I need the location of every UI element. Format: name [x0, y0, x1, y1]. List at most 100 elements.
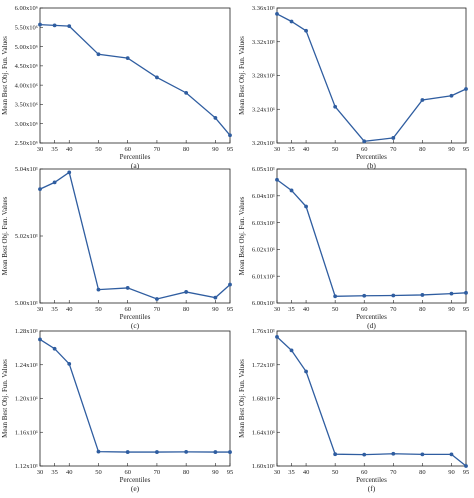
x-tick-label: 90 — [212, 306, 219, 313]
data-point — [420, 98, 425, 102]
chart-panel: 2.50x10⁶ 3.00x10⁶ 3.50x10⁶ 4.00x10⁶ 4.50x10⁶… — [1, 5, 233, 170]
y-tick-label: 2.50x10⁶ — [15, 140, 38, 147]
x-tick-label: 60 — [361, 469, 368, 476]
x-tick-label: 60 — [361, 306, 368, 313]
x-tick-label: 35 — [288, 469, 295, 476]
data-point — [52, 346, 57, 351]
data-point — [391, 136, 396, 140]
y-tick-label: 3.32x10¹ — [252, 39, 275, 46]
data-point — [213, 450, 218, 454]
x-tick-label: 80 — [419, 306, 426, 313]
x-tick-label: 35 — [288, 306, 295, 313]
data-point — [67, 170, 72, 175]
y-axis-label: Mean Best Obj. Fun. Values — [238, 36, 246, 115]
data-point — [155, 450, 159, 454]
data-point — [96, 52, 101, 57]
x-tick-label: 80 — [419, 146, 426, 153]
x-tick-label: 50 — [332, 306, 339, 313]
y-tick-label: 6.05x10¹ — [252, 166, 275, 173]
data-point — [38, 187, 42, 192]
data-point — [125, 286, 130, 290]
data-point — [228, 282, 232, 287]
x-tick-label: 30 — [37, 469, 44, 476]
data-point — [96, 449, 101, 454]
data-point — [228, 133, 232, 138]
x-tick-label: 60 — [361, 146, 368, 153]
x-tick-label: 40 — [303, 306, 310, 313]
y-tick-label: 6.04x10¹ — [252, 193, 275, 200]
plot-frame — [39, 7, 231, 144]
x-axis-label: Percentiles — [356, 153, 387, 161]
y-axis-label: Mean Best Obj. Fun. Values — [1, 36, 9, 115]
data-point — [155, 75, 159, 80]
x-tick-label: 60 — [124, 469, 131, 476]
data-point — [464, 290, 468, 295]
x-tick-label: 80 — [419, 469, 426, 476]
plot-frame — [276, 330, 467, 467]
y-tick-label: 3.24x10¹ — [252, 106, 275, 113]
y-tick-label: 1.76x10¹ — [252, 328, 275, 335]
x-tick-label: 40 — [66, 306, 73, 313]
x-tick-label: 30 — [274, 469, 281, 476]
data-point — [449, 452, 454, 457]
x-tick-label: 30 — [274, 146, 281, 153]
y-tick-label: 5.50x10⁶ — [15, 24, 38, 31]
data-point — [362, 139, 367, 144]
x-tick-label: 70 — [390, 469, 397, 476]
y-tick-label: 3.36x10¹ — [252, 5, 275, 12]
chart-panel: 1.12x10¹ 1.16x10¹ 1.20x10¹ 1.24x10¹ 1.28x10¹… — [1, 328, 233, 493]
x-axis-label: Percentiles — [120, 153, 151, 161]
x-axis-label: Percentiles — [356, 476, 387, 484]
x-tick-label: 95 — [227, 306, 234, 313]
x-tick-label: 70 — [154, 146, 161, 153]
data-point — [125, 56, 130, 61]
chart-panel: 6.00x10¹ 6.01x10¹ 6.02x10¹ 6.03x10¹ 6.04x10¹… — [238, 166, 469, 330]
x-tick-label: 95 — [463, 306, 470, 313]
chart-panel: 3.20x10¹ 3.24x10¹ 3.28x10¹ 3.32x10¹ 3.36x10¹… — [238, 5, 469, 170]
y-tick-label: 1.12x10¹ — [15, 463, 38, 470]
data-point — [67, 362, 72, 366]
x-tick-label: 90 — [448, 469, 455, 476]
data-point — [304, 369, 308, 374]
data-point — [96, 287, 101, 292]
data-point — [52, 23, 57, 28]
x-tick-label: 30 — [37, 306, 44, 313]
data-point — [38, 22, 42, 27]
data-point — [420, 293, 425, 297]
x-tick-label: 90 — [212, 469, 219, 476]
data-point — [213, 295, 218, 300]
series-line — [276, 179, 467, 297]
x-tick-label: 95 — [463, 146, 470, 153]
y-tick-label: 6.02x10¹ — [252, 247, 275, 254]
data-point — [333, 104, 338, 109]
series-line — [276, 336, 467, 467]
y-tick-label: 1.72x10¹ — [252, 362, 275, 369]
y-tick-label: 1.68x10¹ — [252, 396, 275, 403]
plot-frame — [276, 7, 467, 144]
data-point — [304, 204, 308, 209]
y-tick-label: 5.02x10¹ — [15, 233, 38, 240]
x-tick-label: 40 — [66, 146, 73, 153]
x-axis-label: Percentiles — [356, 313, 387, 321]
data-point — [228, 450, 232, 454]
panel-label: (e) — [131, 484, 140, 493]
data-point — [155, 297, 159, 301]
series-line — [39, 171, 231, 300]
data-point — [362, 293, 367, 298]
x-tick-label: 70 — [154, 469, 161, 476]
x-tick-label: 50 — [95, 146, 102, 153]
y-tick-label: 3.20x10¹ — [252, 140, 275, 147]
data-point — [184, 90, 189, 95]
x-tick-label: 95 — [227, 469, 234, 476]
data-point — [420, 452, 425, 457]
panel-label: (f) — [368, 484, 376, 493]
plot-frame — [39, 330, 231, 467]
x-tick-label: 80 — [183, 146, 190, 153]
data-point — [464, 464, 468, 468]
data-point — [184, 290, 189, 294]
x-tick-label: 95 — [463, 469, 470, 476]
data-point — [289, 348, 294, 353]
y-tick-label: 3.00x10⁶ — [15, 121, 38, 128]
x-tick-label: 40 — [66, 469, 73, 476]
